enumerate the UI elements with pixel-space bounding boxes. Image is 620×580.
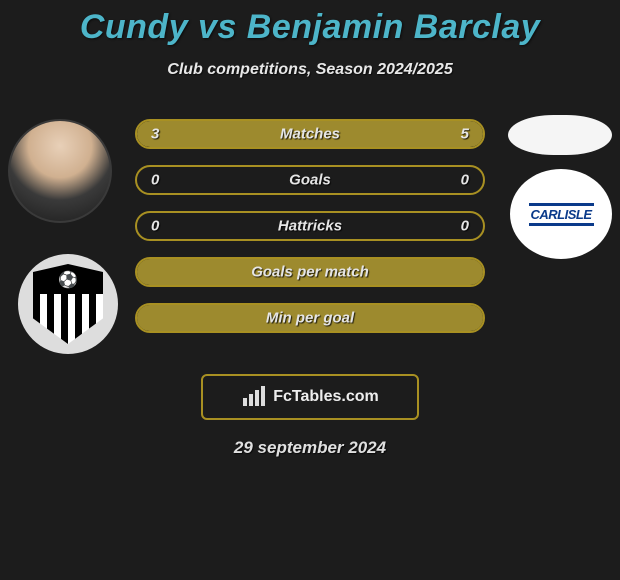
stat-bar: 3Matches5 [135, 119, 485, 149]
stat-bars: 3Matches50Goals00Hattricks0Goals per mat… [135, 119, 485, 349]
stat-value-right: 0 [461, 172, 469, 189]
stats-area: CARLISLE 3Matches50Goals00Hattricks0Goal… [0, 119, 620, 364]
notts-county-badge-icon [33, 264, 103, 344]
stat-label: Matches [137, 126, 483, 143]
stat-label: Min per goal [137, 310, 483, 327]
stat-label: Goals [137, 172, 483, 189]
stat-label: Hattricks [137, 218, 483, 235]
stat-bar: 0Hattricks0 [135, 211, 485, 241]
player-left-club-badge [18, 254, 118, 354]
subtitle: Club competitions, Season 2024/2025 [0, 61, 620, 79]
date-text: 29 september 2024 [0, 438, 620, 458]
chart-icon [241, 386, 269, 408]
stat-bar: 0Goals0 [135, 165, 485, 195]
player-right-club-badge: CARLISLE [510, 169, 612, 259]
comparison-infographic: Cundy vs Benjamin Barclay Club competiti… [0, 0, 620, 580]
player-left-avatar [8, 119, 112, 223]
stat-value-right: 0 [461, 218, 469, 235]
footer-site-name: FcTables.com [273, 388, 379, 406]
player-right-avatar [508, 115, 612, 155]
page-title: Cundy vs Benjamin Barclay [0, 0, 620, 47]
stat-label: Goals per match [137, 264, 483, 281]
stat-bar: Goals per match [135, 257, 485, 287]
stat-bar: Min per goal [135, 303, 485, 333]
stat-value-right: 5 [461, 126, 469, 143]
footer-attribution: FcTables.com [201, 374, 419, 420]
carlisle-badge-label: CARLISLE [529, 203, 594, 226]
